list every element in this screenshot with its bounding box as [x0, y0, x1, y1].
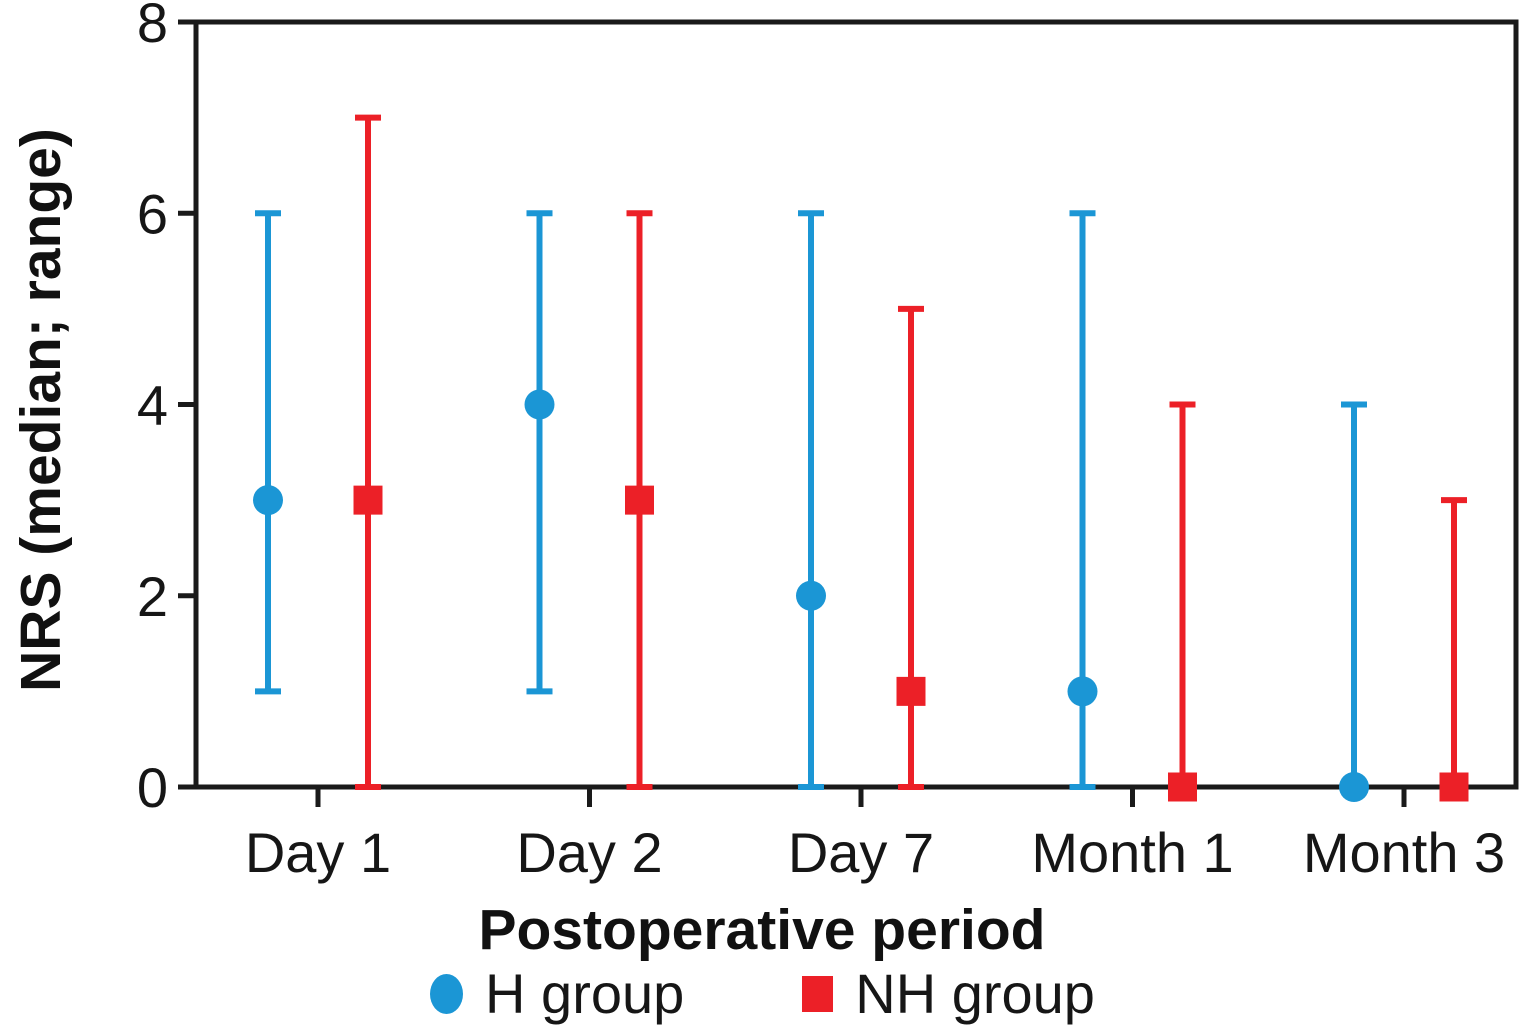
median-marker-square	[896, 676, 926, 706]
x-tick-label: Month 1	[1031, 821, 1233, 884]
y-tick-label: 6	[137, 182, 168, 245]
median-marker-circle	[1339, 772, 1369, 802]
median-marker-square	[625, 485, 654, 515]
x-tick-label: Day 1	[245, 821, 391, 884]
y-axis-title: NRS (median; range)	[9, 128, 73, 692]
median-marker-circle	[253, 485, 283, 516]
y-tick-label: 2	[137, 565, 168, 628]
x-tick-label: Day 2	[516, 821, 662, 884]
median-marker-square	[1439, 772, 1469, 802]
median-marker-circle	[1067, 676, 1098, 707]
legend-item-h-group: H group	[430, 966, 684, 1022]
legend-label-h-group: H group	[485, 962, 685, 1025]
y-tick-label: 0	[137, 756, 168, 819]
y-tick-label: 4	[137, 374, 168, 437]
median-marker-circle	[524, 389, 555, 420]
x-tick-label: Day 7	[788, 821, 934, 884]
legend-label-nh-group: NH group	[855, 962, 1095, 1025]
legend-item-nh-group: NH group	[802, 966, 1095, 1022]
median-marker-circle	[796, 580, 826, 611]
h-group-circle-marker-icon	[430, 974, 464, 1014]
x-tick-label: Month 3	[1303, 821, 1505, 884]
x-axis-title: Postoperative period	[479, 898, 1046, 962]
plot-border	[193, 19, 1519, 790]
nh-group-square-marker-icon	[802, 976, 834, 1012]
median-marker-square	[1168, 772, 1197, 802]
legend: H group NH group	[0, 966, 1525, 1022]
median-marker-square	[353, 485, 383, 515]
y-tick-label: 8	[137, 0, 168, 54]
